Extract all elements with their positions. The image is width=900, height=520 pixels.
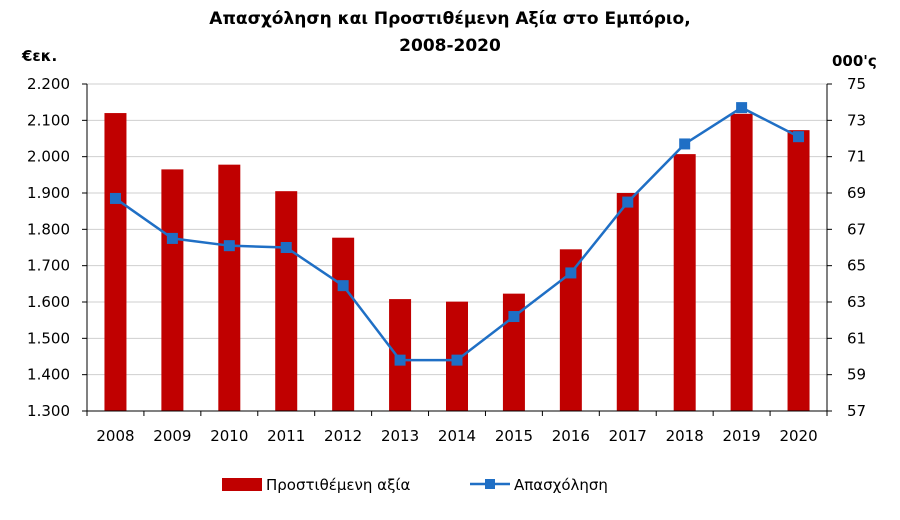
legend-swatch-employment-marker (485, 479, 495, 489)
line-marker (793, 131, 805, 143)
line-marker (337, 280, 349, 292)
x-tick-label: 2011 (267, 427, 305, 445)
x-tick-label: 2008 (96, 427, 134, 445)
right-axis-unit: 000'ς (832, 52, 877, 70)
bar (787, 130, 810, 412)
line-marker (223, 240, 235, 252)
right-tick-label: 71 (847, 148, 866, 166)
x-tick-label: 2018 (666, 427, 704, 445)
axes: 2.200 75 2.100 73 2.000 71 1.900 69 1.800 67 1.700… (27, 75, 866, 445)
bar (161, 169, 184, 411)
left-tick-label: 1.700 (27, 257, 70, 275)
x-tick-label: 2015 (495, 427, 533, 445)
right-tick-label: 69 (847, 184, 866, 202)
x-tick-label: 2017 (609, 427, 647, 445)
line-marker (166, 232, 178, 244)
chart-title-line1: Απασχόληση και Προστιθέμενη Αξία στο Εμπ… (209, 9, 690, 29)
bar (332, 237, 355, 411)
line-marker (622, 196, 634, 208)
line-marker (736, 102, 748, 114)
left-tick-label: 1.600 (27, 293, 70, 311)
left-axis-unit: €εκ. (21, 47, 57, 65)
left-tick-label: 1.300 (27, 402, 70, 420)
right-tick-label: 63 (847, 293, 866, 311)
right-tick-label: 65 (847, 257, 866, 275)
chart-title-line2: 2008-2020 (399, 36, 501, 56)
right-tick-label: 75 (847, 75, 866, 93)
legend-label-employment: Απασχόληση (514, 476, 608, 494)
x-tick-label: 2013 (381, 427, 419, 445)
x-tick-label: 2016 (552, 427, 590, 445)
line-marker (508, 311, 520, 323)
right-tick-label: 59 (847, 366, 866, 384)
legend: Προστιθέμενη αξία Απασχόληση (222, 476, 608, 494)
bar (218, 164, 241, 411)
x-tick-label: 2012 (324, 427, 362, 445)
bar (275, 191, 298, 411)
x-tick-label: 2009 (153, 427, 191, 445)
line-marker (451, 354, 463, 366)
left-tick-label: 1.500 (27, 329, 70, 347)
bar-series (104, 113, 810, 412)
left-tick-label: 2.100 (27, 111, 70, 129)
left-tick-label: 1.800 (27, 220, 70, 238)
left-tick-label: 1.900 (27, 184, 70, 202)
left-tick-label: 1.400 (27, 366, 70, 384)
bar (559, 249, 582, 411)
x-tick-label: 2014 (438, 427, 476, 445)
legend-label-value-added: Προστιθέμενη αξία (266, 476, 411, 494)
bar (104, 113, 127, 412)
x-tick-label: 2020 (779, 427, 817, 445)
bar (616, 193, 639, 411)
line-marker (565, 267, 577, 279)
line-marker (394, 354, 406, 366)
right-tick-label: 67 (847, 220, 866, 238)
x-tick-label: 2019 (723, 427, 761, 445)
right-tick-label: 57 (847, 402, 866, 420)
line-marker (679, 138, 691, 150)
bar (502, 293, 525, 411)
right-tick-label: 61 (847, 329, 866, 347)
x-tick-label: 2010 (210, 427, 248, 445)
line-marker (280, 242, 292, 253)
bar (730, 113, 753, 411)
bar (673, 154, 696, 411)
line-marker (109, 192, 121, 204)
line-series (109, 102, 805, 366)
legend-swatch-value-added (222, 478, 262, 491)
left-tick-label: 2.200 (27, 75, 70, 93)
left-tick-label: 2.000 (27, 148, 70, 166)
right-tick-label: 73 (847, 111, 866, 129)
